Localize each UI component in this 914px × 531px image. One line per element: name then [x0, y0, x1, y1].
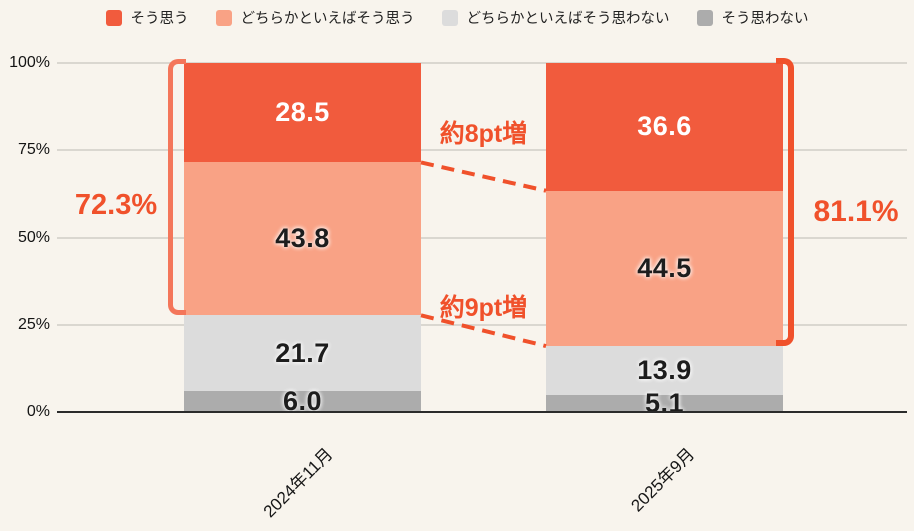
bar-segment-value: 13.9 — [637, 354, 692, 385]
bar-segment: 13.9 — [546, 346, 783, 395]
x-tick-label: 2024年11月 — [259, 444, 337, 522]
diff-annotation-top: 約8pt増 — [439, 120, 528, 148]
y-tick-label: 25% — [17, 315, 50, 333]
legend-label: どちらかといえばそう思う — [240, 11, 415, 27]
legend-label: そう思わない — [721, 11, 809, 27]
bar-segment-value: 28.5 — [275, 97, 330, 128]
legend-label: どちらかといえばそう思わない — [466, 11, 670, 27]
y-tick-label: 50% — [17, 228, 50, 246]
y-gridline — [57, 62, 907, 64]
bar-segment: 21.7 — [184, 315, 421, 392]
legend-swatch-icon — [696, 9, 713, 26]
chart-legend: そう思う どちらかといえばそう思う どちらかといえばそう思わない そう思わない — [0, 7, 914, 28]
bar-segment: 44.5 — [546, 190, 783, 347]
bar-segment: 28.5 — [184, 63, 421, 163]
connector-line — [420, 160, 547, 193]
legend-item: そう思わない — [696, 7, 809, 28]
bar-segment: 43.8 — [184, 162, 421, 316]
legend-swatch-icon — [215, 9, 232, 26]
bar-segment-value: 21.7 — [275, 337, 330, 368]
stacked-bar: 36.6 44.5 13.9 5.1 — [546, 63, 783, 418]
bar-segment-value: 44.5 — [637, 252, 692, 283]
legend-label: そう思う — [130, 11, 189, 27]
bar-segment-value: 36.6 — [637, 111, 692, 142]
y-tick-label: 0% — [26, 403, 50, 420]
bar-segment: 5.1 — [546, 388, 783, 418]
bar-segment-value: 43.8 — [275, 223, 330, 254]
y-gridline — [57, 149, 907, 152]
bar-segment: 6.0 — [184, 386, 421, 416]
legend-item: どちらかといえばそう思う — [215, 7, 415, 28]
legend-item: どちらかといえばそう思わない — [441, 7, 670, 28]
total-bracket-left — [168, 59, 186, 316]
y-tick-label: 75% — [17, 141, 50, 159]
legend-item: そう思う — [105, 7, 189, 28]
total-label-right: 81.1% — [813, 195, 899, 228]
y-tick-label: 100% — [9, 54, 50, 71]
y-gridline — [57, 236, 907, 239]
bar-segment: 36.6 — [546, 63, 783, 191]
stacked-bar: 28.5 43.8 21.7 6.0 — [184, 63, 421, 416]
total-bracket-right — [776, 58, 794, 347]
total-label-left: 72.3% — [74, 189, 158, 221]
x-tick-label: 2025年9月 — [627, 444, 699, 516]
bar-segment-value: 5.1 — [644, 387, 685, 418]
legend-swatch-icon — [441, 9, 458, 26]
diff-annotation-bottom: 約9pt増 — [439, 294, 528, 322]
x-axis-line — [57, 411, 907, 413]
legend-swatch-icon — [105, 9, 122, 26]
